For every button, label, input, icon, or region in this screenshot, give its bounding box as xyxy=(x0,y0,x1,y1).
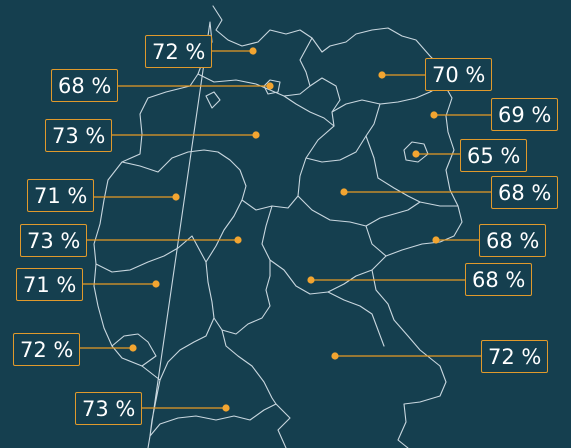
border-th xyxy=(261,205,373,295)
marker-dot-baden-wuerttemberg xyxy=(222,404,230,412)
marker-dot-hamburg xyxy=(266,82,274,90)
border-he xyxy=(205,199,271,335)
label-rheinland-pfalz: 71 % xyxy=(16,268,84,301)
border-ni-mv xyxy=(283,77,341,127)
label-mecklenburg-vorpommern: 70 % xyxy=(425,58,493,91)
border-st-east xyxy=(365,135,459,207)
border-bremen xyxy=(205,91,221,109)
border-ni-south xyxy=(121,125,335,211)
label-sachsen: 68 % xyxy=(479,224,547,257)
state-borders xyxy=(93,5,463,448)
border-sh xyxy=(197,37,313,97)
label-bayern: 72 % xyxy=(481,340,549,373)
leader-lines xyxy=(76,50,491,409)
border-st-south xyxy=(297,195,421,227)
label-hessen: 73 % xyxy=(20,224,88,257)
marker-dot-mecklenburg-vorpommern xyxy=(378,71,386,79)
marker-dot-sachsen-anhalt xyxy=(340,188,348,196)
border-by-north xyxy=(327,291,385,347)
marker-dot-berlin xyxy=(412,150,420,158)
border-rp-south xyxy=(159,317,215,381)
label-berlin: 65 % xyxy=(460,139,528,172)
marker-dot-saarland xyxy=(129,344,137,352)
border-mv-bb xyxy=(331,83,445,113)
label-niedersachsen: 73 % xyxy=(45,119,113,152)
marker-dot-rheinland-pfalz xyxy=(152,280,160,288)
marker-dot-niedersachsen xyxy=(252,131,260,139)
label-schleswig-holstein: 72 % xyxy=(145,35,213,68)
marker-dot-nordrhein-westfalen xyxy=(172,193,180,201)
label-hamburg: 68 % xyxy=(51,69,119,102)
marker-dot-thueringen xyxy=(307,276,315,284)
marker-dot-hessen xyxy=(234,236,242,244)
value-markers xyxy=(129,47,440,412)
label-baden-wuerttemberg: 73 % xyxy=(75,392,143,425)
marker-dot-schleswig-holstein xyxy=(249,47,257,55)
marker-dot-sachsen xyxy=(432,236,440,244)
border-hamburg xyxy=(263,79,281,95)
country-outline xyxy=(93,5,463,448)
label-nordrhein-westfalen: 71 % xyxy=(27,179,95,212)
border-rp xyxy=(95,235,207,273)
border-sn xyxy=(365,225,387,257)
border-st xyxy=(305,103,381,163)
label-thueringen: 68 % xyxy=(465,263,533,296)
label-sachsen-anhalt: 68 % xyxy=(491,176,559,209)
border-bw xyxy=(221,329,277,405)
marker-dot-bayern xyxy=(331,352,339,360)
label-saarland: 72 % xyxy=(13,333,81,366)
label-brandenburg: 69 % xyxy=(491,98,559,131)
marker-dot-brandenburg xyxy=(430,111,438,119)
border-sl xyxy=(111,333,157,367)
